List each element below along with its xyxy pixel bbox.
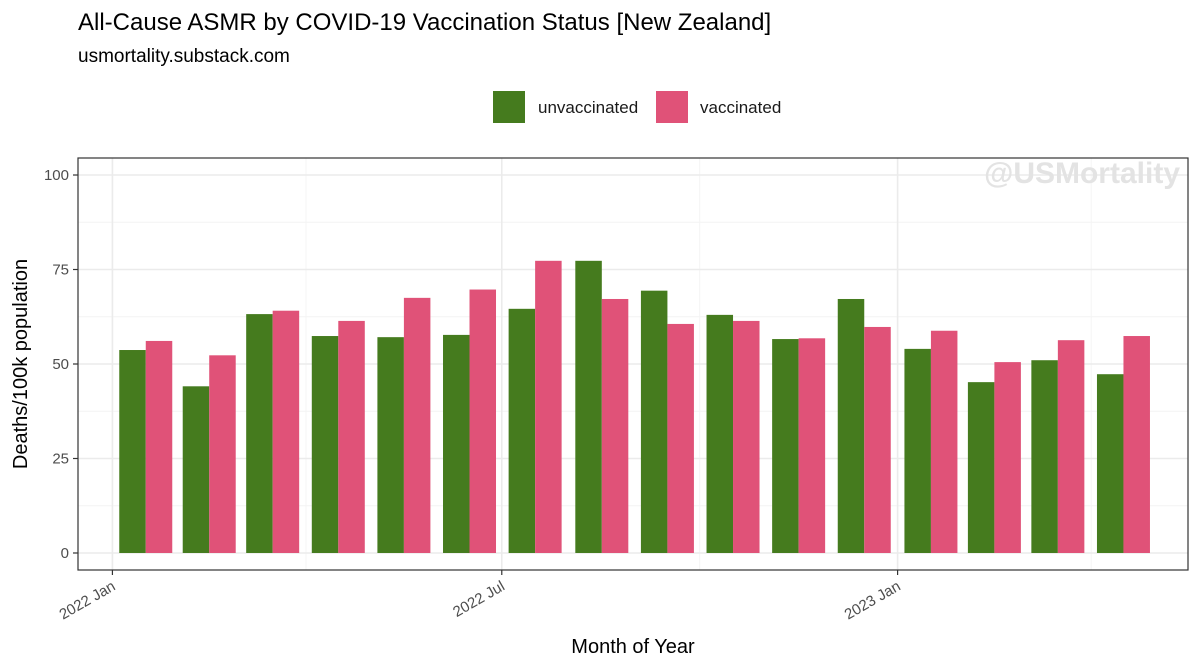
x-tick-label: 2022 Jul (450, 578, 508, 621)
bar-vaccinated (1123, 336, 1150, 553)
legend-label-vaccinated: vaccinated (700, 98, 781, 117)
legend-key-unvaccinated (493, 91, 525, 123)
bar-vaccinated (667, 323, 694, 553)
bar-vaccinated (864, 326, 891, 553)
bar-unvaccinated (904, 348, 931, 553)
bar-unvaccinated (837, 298, 865, 553)
plot-panel: @USMortality 0 25 50 75 100 2022 Jan 2022 Jul 20… (44, 157, 1189, 624)
bar-vaccinated (798, 338, 826, 553)
y-tick-label: 75 (52, 262, 69, 279)
bar-vaccinated (535, 260, 562, 553)
bar-vaccinated (469, 289, 497, 553)
bar-unvaccinated (706, 314, 734, 553)
bar-unvaccinated (508, 308, 536, 553)
bar-vaccinated (145, 340, 173, 553)
bar-vaccinated (403, 297, 431, 553)
legend-label-unvaccinated: unvaccinated (538, 98, 638, 117)
bar-unvaccinated (377, 337, 404, 553)
bar-vaccinated (930, 330, 958, 553)
y-tick-label: 50 (52, 356, 69, 373)
bar-vaccinated (733, 320, 760, 553)
y-tick-label: 25 (52, 450, 69, 467)
y-axis-title: Deaths/100k population (10, 259, 32, 469)
x-axis-title: Month of Year (571, 636, 695, 658)
y-tick-label: 100 (44, 167, 69, 184)
chart-subtitle: usmortality.substack.com (78, 46, 290, 67)
y-tick-label: 0 (61, 545, 69, 562)
bar-vaccinated (272, 310, 300, 553)
bar-unvaccinated (1031, 360, 1058, 553)
bar-unvaccinated (443, 334, 470, 553)
bar-unvaccinated (967, 382, 995, 553)
bar-vaccinated (994, 362, 1021, 553)
bar-unvaccinated (246, 314, 273, 553)
bar-vaccinated (601, 298, 629, 553)
x-tick-label: 2022 Jan (56, 578, 118, 624)
bar-unvaccinated (119, 350, 146, 553)
bar-unvaccinated (772, 339, 799, 553)
bar-unvaccinated (311, 336, 339, 553)
legend: unvaccinated vaccinated (493, 91, 781, 123)
bar-vaccinated (1057, 340, 1085, 553)
bar-unvaccinated (182, 386, 210, 553)
bar-vaccinated (209, 355, 236, 553)
legend-key-vaccinated (656, 91, 688, 123)
chart-title: All-Cause ASMR by COVID-19 Vaccination S… (78, 9, 771, 36)
bar-unvaccinated (575, 260, 602, 553)
bar-vaccinated (338, 320, 365, 553)
watermark: @USMortality (984, 157, 1180, 190)
bar-unvaccinated (640, 290, 668, 553)
bar-unvaccinated (1096, 374, 1124, 553)
x-tick-label: 2023 Jan (842, 578, 904, 624)
